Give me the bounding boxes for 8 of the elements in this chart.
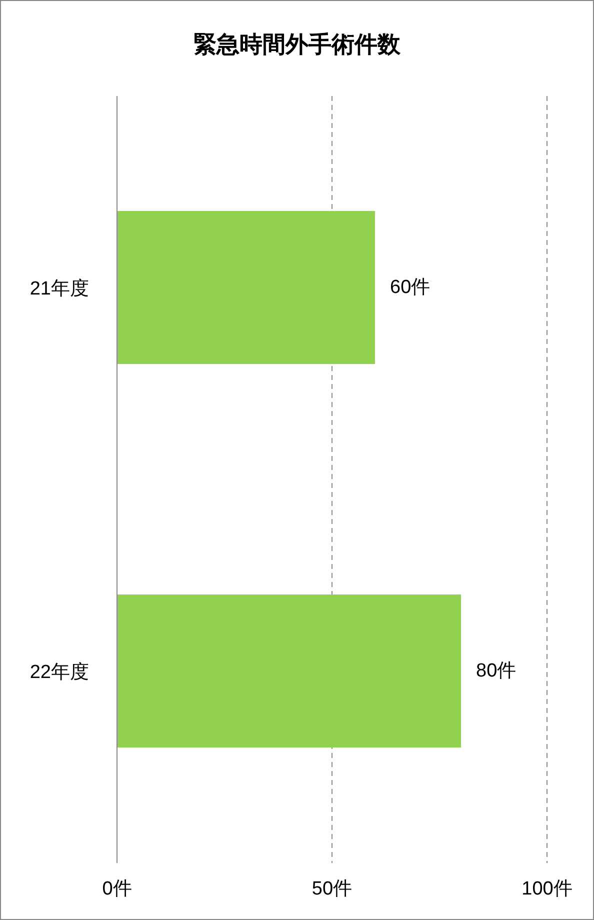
y-tick-label: 22年度 bbox=[30, 660, 89, 683]
chart-title: 緊急時間外手術件数 bbox=[192, 30, 402, 59]
x-tick-label: 100件 bbox=[522, 878, 572, 900]
x-tick-label: 0件 bbox=[102, 878, 132, 900]
x-tick-label: 50件 bbox=[312, 878, 352, 900]
y-tick-label: 21年度 bbox=[30, 277, 89, 300]
data-label: 60件 bbox=[390, 277, 430, 298]
data-label: 80件 bbox=[476, 660, 516, 682]
